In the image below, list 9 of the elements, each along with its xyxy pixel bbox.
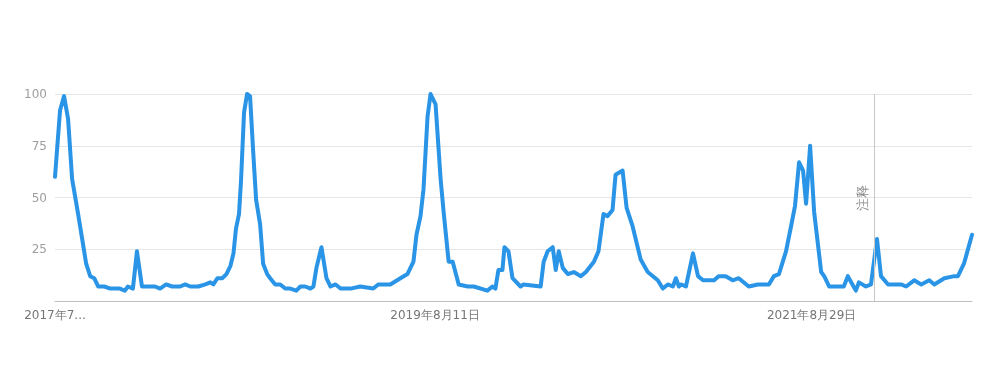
y-tick-label: 75 bbox=[31, 138, 47, 153]
y-tick-label: 100 bbox=[24, 87, 47, 101]
x-tick-label: 2019年8月11日 bbox=[390, 308, 480, 322]
x-tick-label: 2017年7... bbox=[24, 308, 86, 322]
y-tick-label: 50 bbox=[31, 190, 47, 205]
line-series bbox=[53, 92, 974, 293]
ref-line-label: 注释 bbox=[855, 184, 871, 211]
x-tick-label: 2021年8月29日 bbox=[766, 308, 857, 322]
y-tick-label: 25 bbox=[31, 242, 47, 257]
